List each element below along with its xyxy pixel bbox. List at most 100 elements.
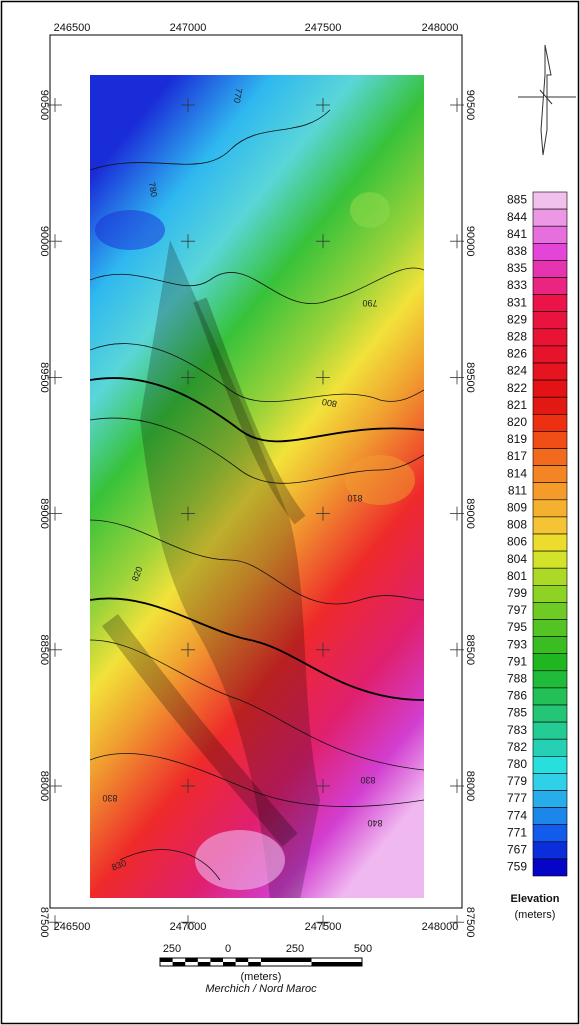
legend-level: 780	[507, 757, 527, 771]
contour-label: 810	[347, 493, 362, 503]
legend-level: 819	[507, 432, 527, 446]
scale-segment	[173, 962, 186, 966]
legend-level: 767	[507, 843, 527, 857]
legend-swatch	[533, 449, 567, 466]
scale-segment	[312, 962, 363, 966]
x-tick-label: 246500	[54, 22, 91, 34]
legend-swatch	[533, 380, 567, 397]
legend-level: 782	[507, 740, 527, 754]
legend-level: 821	[507, 398, 527, 412]
y-tick-label: 90000	[464, 226, 476, 257]
legend-title: Elevation	[511, 893, 560, 905]
x-tick-label: 247000	[170, 22, 207, 34]
scale-label: 0	[225, 943, 231, 955]
legend-swatch	[533, 517, 567, 534]
legend-swatch	[533, 483, 567, 500]
scale-unit: (meters)	[241, 971, 282, 983]
legend-level: 808	[507, 518, 527, 532]
legend-swatch	[533, 243, 567, 260]
legend-swatch	[533, 500, 567, 517]
legend-swatch	[533, 756, 567, 773]
legend-unit: (meters)	[515, 909, 556, 921]
contour-label: 840	[367, 818, 382, 828]
legend-level: 795	[507, 620, 527, 634]
legend-level: 777	[507, 791, 527, 805]
scale-segment	[198, 962, 211, 966]
y-tick-label: 88000	[464, 771, 476, 802]
y-tick-label: 88500	[464, 635, 476, 666]
legend-level: 822	[507, 381, 527, 395]
north-arrow	[518, 45, 576, 155]
legend-level: 797	[507, 603, 527, 617]
legend-level: 759	[507, 860, 527, 874]
legend-swatch	[533, 825, 567, 842]
legend-level: 779	[507, 774, 527, 788]
legend-swatch	[533, 363, 567, 380]
legend-level: 791	[507, 654, 527, 668]
y-tick-label: 90500	[464, 90, 476, 121]
legend-level: 771	[507, 825, 527, 839]
y-tick-label: 87500	[464, 907, 476, 938]
legend-level: 783	[507, 723, 527, 737]
x-tick-label: 248000	[422, 921, 459, 933]
legend-swatch	[533, 312, 567, 329]
legend-level: 799	[507, 586, 527, 600]
legend-swatch	[533, 431, 567, 448]
legend-level: 809	[507, 501, 527, 515]
scale-segment	[185, 958, 198, 962]
legend-swatch	[533, 209, 567, 226]
y-tick-label: 89000	[464, 498, 476, 529]
contour-label: 790	[362, 298, 377, 308]
legend-swatch	[533, 568, 567, 585]
legend-level: 806	[507, 535, 527, 549]
legend-swatch	[533, 585, 567, 602]
legend-level: 833	[507, 278, 527, 292]
legend-swatch	[533, 654, 567, 671]
legend-level: 844	[507, 210, 527, 224]
legend-level: 824	[507, 364, 527, 378]
legend-level: 885	[507, 193, 527, 207]
scale-segment	[210, 958, 223, 962]
legend-swatch	[533, 551, 567, 568]
legend-level: 811	[508, 483, 527, 497]
legend-swatch	[533, 791, 567, 808]
x-tick-label: 247500	[305, 22, 342, 34]
legend-swatch	[533, 688, 567, 705]
scale-segment	[248, 962, 261, 966]
x-tick-label: 248000	[422, 22, 459, 34]
legend-level: 785	[507, 706, 527, 720]
map-page: 2465002465002470002470002475002475002480…	[0, 0, 580, 1025]
legend-level: 829	[507, 312, 527, 326]
legend-swatch	[533, 859, 567, 876]
legend-swatch	[533, 278, 567, 295]
legend-swatch	[533, 773, 567, 790]
legend-level: 831	[507, 295, 527, 309]
scale-segment	[236, 958, 249, 962]
scale-label: 250	[286, 943, 304, 955]
legend-swatch	[533, 226, 567, 243]
legend-swatch	[533, 534, 567, 551]
legend-level: 828	[507, 330, 527, 344]
legend-swatch	[533, 466, 567, 483]
legend-level: 786	[507, 689, 527, 703]
legend-swatch	[533, 739, 567, 756]
legend-level: 826	[507, 347, 527, 361]
legend-swatch	[533, 397, 567, 414]
legend-level: 835	[507, 261, 527, 275]
x-tick-label: 246500	[54, 921, 91, 933]
legend-level: 793	[507, 637, 527, 651]
contour-label: 830	[102, 793, 117, 803]
legend-swatch	[533, 842, 567, 859]
legend-level: 774	[507, 808, 527, 822]
legend-swatch	[533, 346, 567, 363]
legend-level: 817	[507, 449, 527, 463]
scale-segment	[261, 958, 312, 962]
legend-level: 820	[507, 415, 527, 429]
legend-level: 841	[507, 227, 527, 241]
scale-segment	[223, 962, 236, 966]
legend-swatch	[533, 637, 567, 654]
legend-swatch	[533, 620, 567, 637]
legend-level: 838	[507, 244, 527, 258]
legend-level: 788	[507, 672, 527, 686]
contour-label: 830	[360, 775, 375, 785]
